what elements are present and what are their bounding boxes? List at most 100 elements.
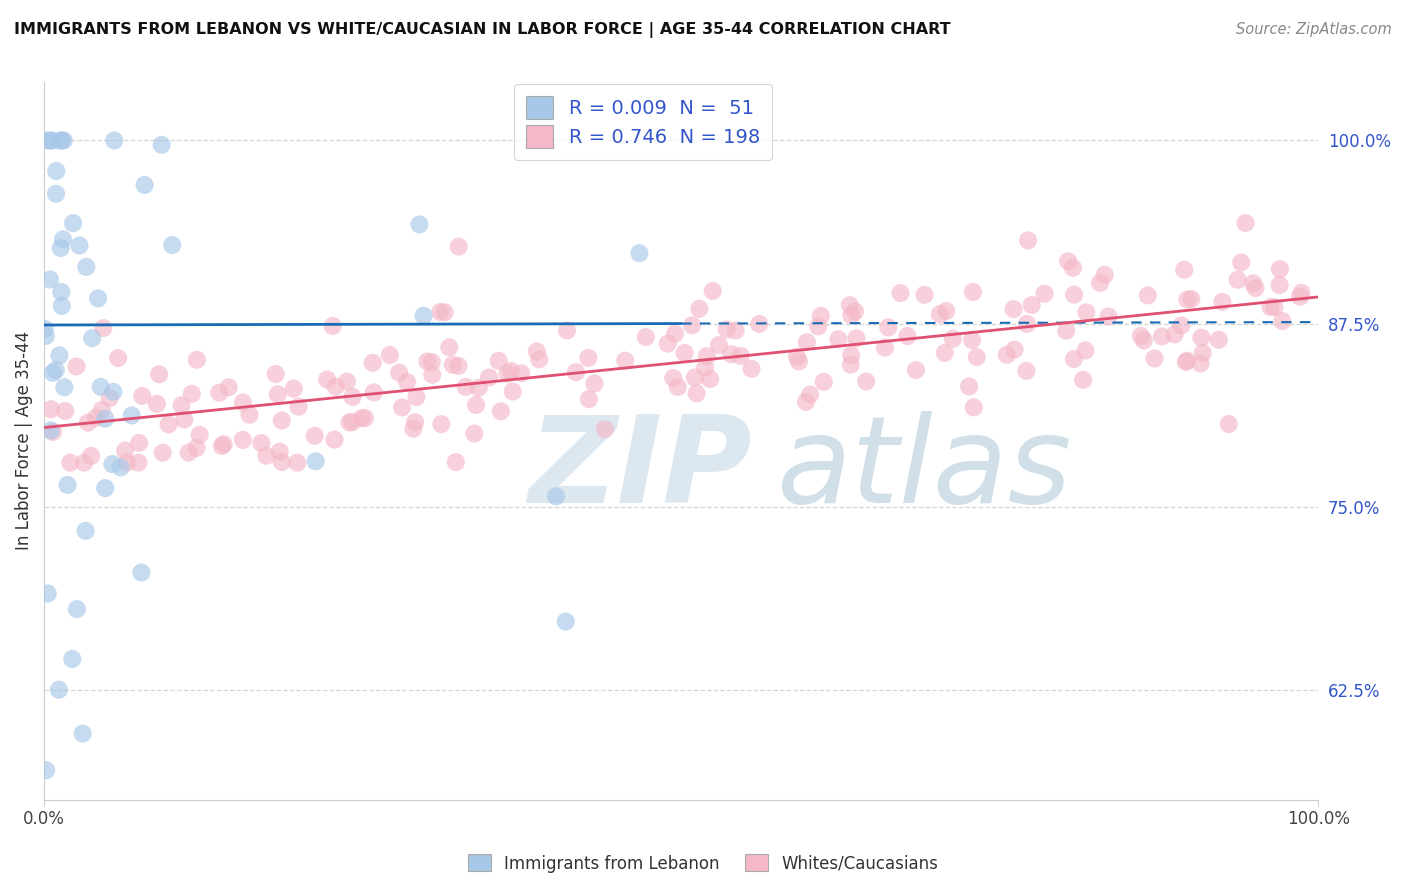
Point bbox=[696, 349, 718, 363]
Point bbox=[488, 354, 510, 368]
Point bbox=[1175, 353, 1198, 368]
Point bbox=[454, 380, 477, 394]
Point bbox=[52, 133, 75, 147]
Y-axis label: In Labor Force | Age 35-44: In Labor Force | Age 35-44 bbox=[15, 331, 32, 550]
Point bbox=[447, 240, 470, 254]
Point bbox=[91, 321, 114, 335]
Point bbox=[583, 376, 606, 391]
Point bbox=[416, 354, 439, 368]
Point bbox=[232, 433, 254, 447]
Point bbox=[285, 456, 308, 470]
Point bbox=[45, 186, 67, 201]
Point bbox=[75, 524, 97, 538]
Point bbox=[39, 402, 62, 417]
Point bbox=[841, 308, 863, 322]
Point bbox=[914, 287, 936, 301]
Point bbox=[429, 305, 451, 319]
Point bbox=[56, 478, 79, 492]
Point bbox=[94, 411, 117, 425]
Point bbox=[529, 352, 551, 367]
Point bbox=[467, 381, 489, 395]
Point bbox=[510, 366, 533, 380]
Point bbox=[134, 178, 156, 192]
Point bbox=[250, 436, 273, 450]
Point bbox=[724, 324, 747, 338]
Point bbox=[157, 417, 180, 432]
Point bbox=[121, 409, 143, 423]
Point bbox=[322, 318, 344, 333]
Point bbox=[342, 390, 364, 404]
Point bbox=[478, 370, 501, 384]
Point bbox=[720, 347, 742, 361]
Point bbox=[787, 354, 810, 368]
Point bbox=[53, 404, 76, 418]
Point bbox=[499, 364, 522, 378]
Point bbox=[716, 322, 738, 336]
Point bbox=[904, 363, 927, 377]
Point bbox=[405, 390, 427, 404]
Point bbox=[305, 454, 328, 468]
Point bbox=[52, 232, 75, 246]
Point bbox=[1021, 298, 1043, 312]
Point bbox=[576, 351, 599, 365]
Text: ZIP: ZIP bbox=[529, 411, 752, 528]
Point bbox=[838, 298, 860, 312]
Point bbox=[1211, 294, 1233, 309]
Point bbox=[34, 322, 56, 336]
Point bbox=[350, 411, 373, 425]
Point bbox=[48, 348, 70, 362]
Point bbox=[101, 457, 124, 471]
Point bbox=[131, 389, 153, 403]
Point bbox=[337, 415, 360, 429]
Point bbox=[502, 384, 524, 399]
Point bbox=[378, 348, 401, 362]
Point bbox=[148, 368, 170, 382]
Point bbox=[1271, 314, 1294, 328]
Point bbox=[444, 455, 467, 469]
Point bbox=[59, 456, 82, 470]
Point bbox=[544, 489, 567, 503]
Point bbox=[695, 360, 717, 375]
Point bbox=[1088, 276, 1111, 290]
Point bbox=[1244, 281, 1267, 295]
Point bbox=[75, 260, 97, 274]
Point bbox=[799, 387, 821, 401]
Point bbox=[173, 412, 195, 426]
Point bbox=[1263, 300, 1285, 314]
Point bbox=[707, 338, 730, 352]
Point bbox=[662, 371, 685, 385]
Point bbox=[238, 408, 260, 422]
Point bbox=[208, 385, 231, 400]
Point bbox=[51, 285, 73, 299]
Point bbox=[928, 307, 950, 321]
Point bbox=[127, 456, 149, 470]
Point bbox=[1260, 300, 1282, 314]
Point bbox=[51, 299, 73, 313]
Point bbox=[396, 375, 419, 389]
Point bbox=[211, 439, 233, 453]
Point bbox=[827, 332, 849, 346]
Text: IMMIGRANTS FROM LEBANON VS WHITE/CAUCASIAN IN LABOR FORCE | AGE 35-44 CORRELATIO: IMMIGRANTS FROM LEBANON VS WHITE/CAUCASI… bbox=[14, 22, 950, 38]
Point bbox=[402, 422, 425, 436]
Point bbox=[1268, 278, 1291, 293]
Point bbox=[1129, 329, 1152, 343]
Point bbox=[1268, 262, 1291, 277]
Point bbox=[80, 449, 103, 463]
Point bbox=[73, 456, 96, 470]
Point bbox=[37, 586, 59, 600]
Point bbox=[889, 285, 911, 300]
Point bbox=[49, 241, 72, 255]
Point bbox=[287, 400, 309, 414]
Point bbox=[218, 380, 240, 394]
Point bbox=[180, 387, 202, 401]
Point bbox=[1163, 327, 1185, 342]
Point bbox=[441, 358, 464, 372]
Point bbox=[336, 375, 359, 389]
Point bbox=[1174, 355, 1197, 369]
Point bbox=[565, 365, 588, 379]
Point bbox=[420, 368, 443, 382]
Point bbox=[363, 385, 385, 400]
Point bbox=[1015, 317, 1038, 331]
Point bbox=[45, 363, 67, 377]
Point bbox=[664, 326, 686, 341]
